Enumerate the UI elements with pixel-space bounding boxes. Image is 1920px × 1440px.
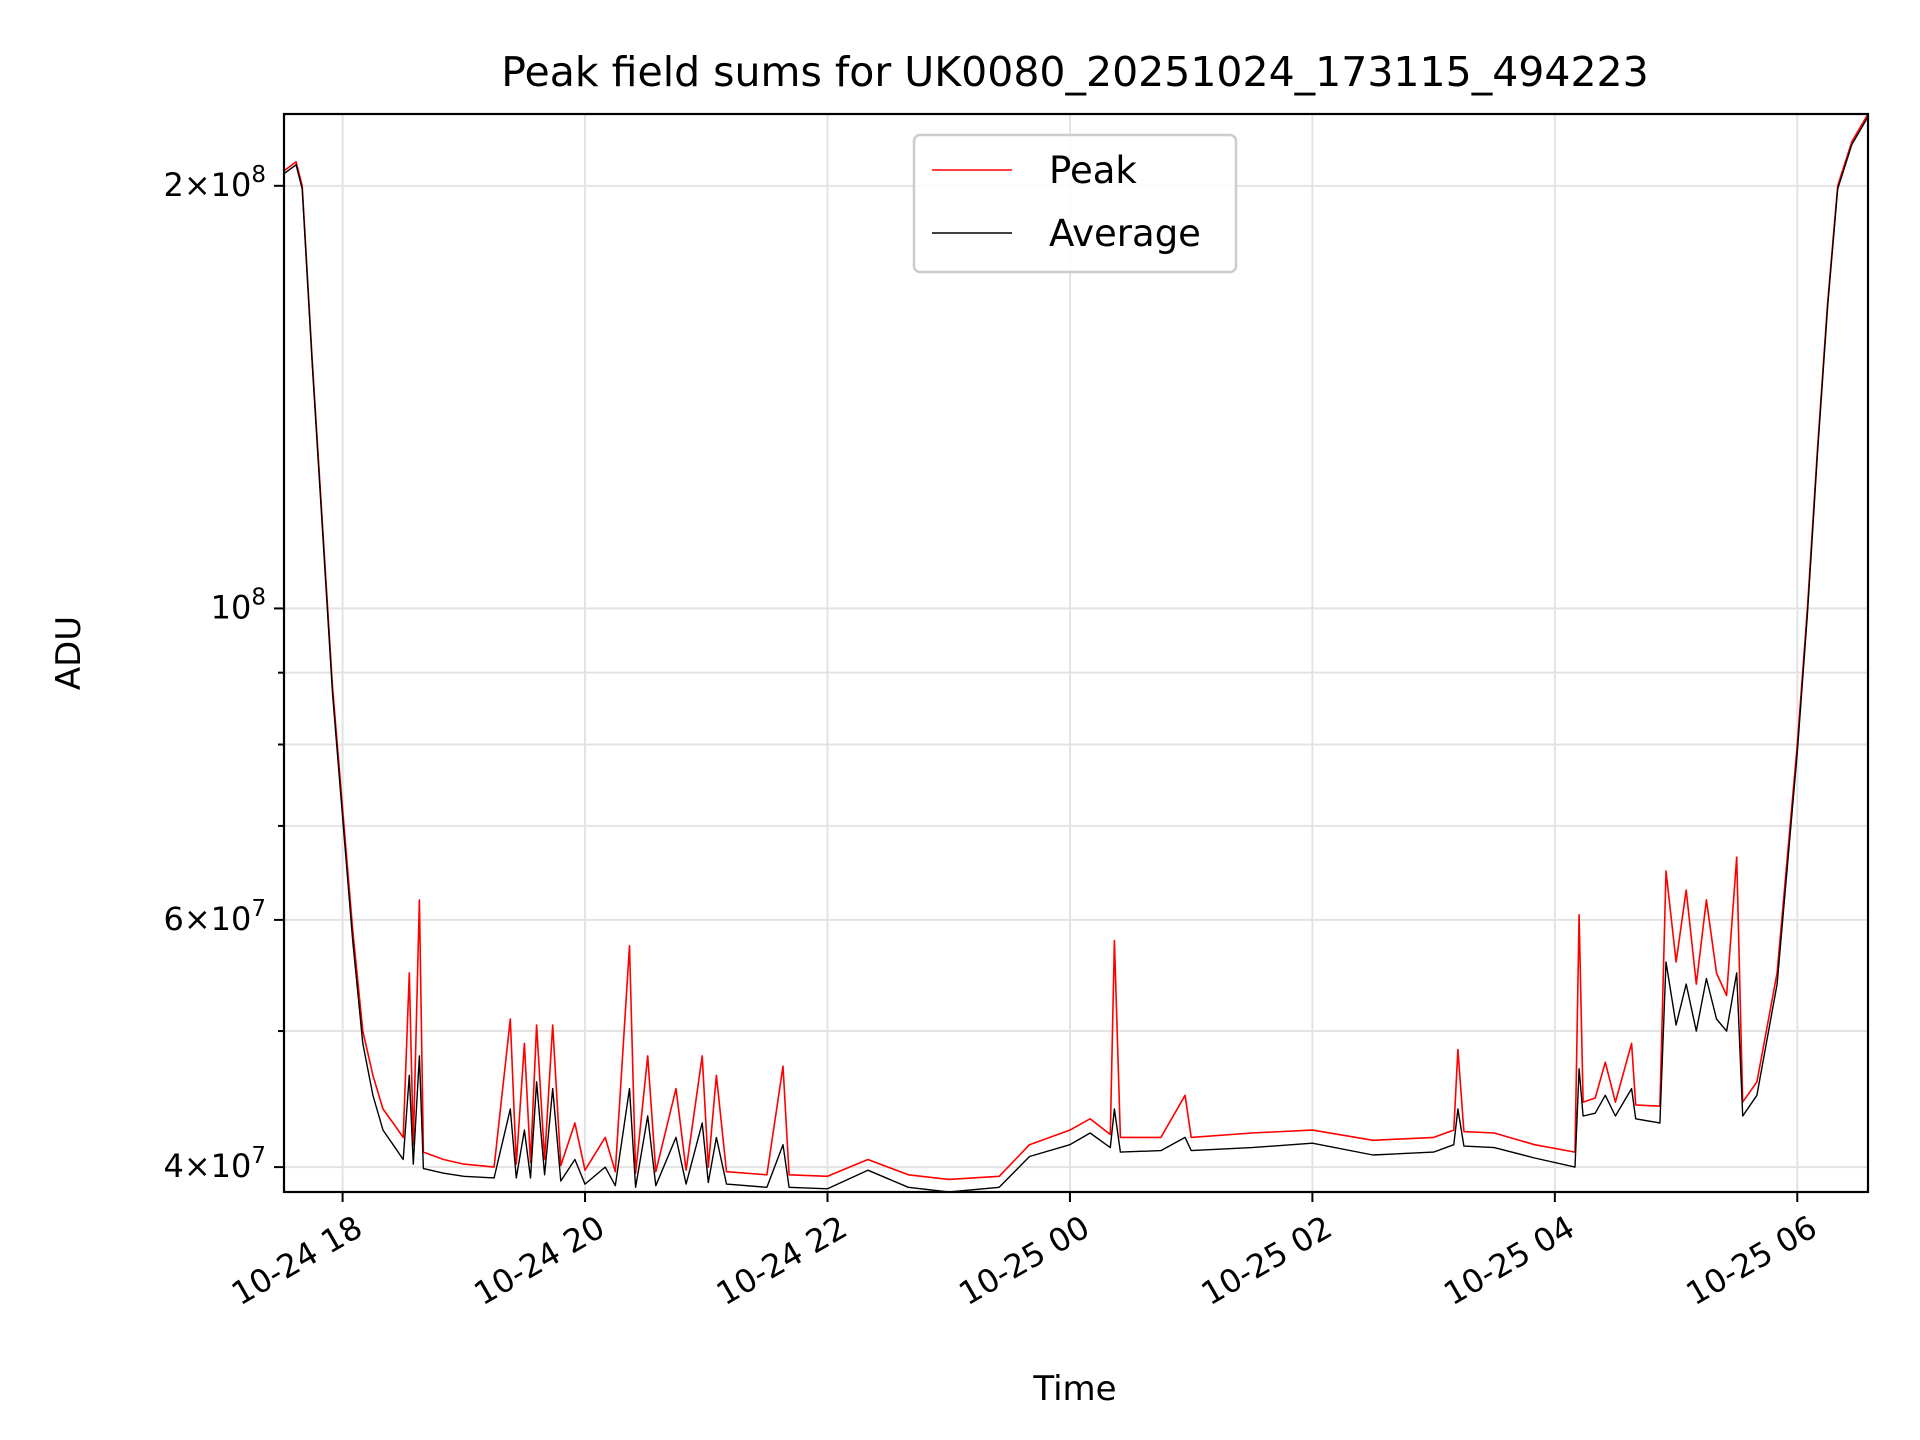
series-line-peak: [283, 113, 1869, 1181]
y-tick-label: 2×108: [163, 162, 266, 204]
y-axis-label: ADU: [49, 616, 89, 690]
plot-frame: [282, 112, 1870, 1194]
y-tick-label: 6×107: [163, 896, 266, 938]
x-axis-label: Time: [1032, 1369, 1116, 1409]
legend: Peak Average: [912, 133, 1238, 274]
y-tick-label: 4×107: [163, 1143, 266, 1185]
chart-title: Peak field sums for UK0080_20251024_1731…: [501, 48, 1648, 96]
series-line-average: [283, 116, 1869, 1193]
legend-label-average: Average: [1049, 212, 1201, 255]
plot-series: [283, 113, 1869, 1193]
y-tick-label: 108: [211, 584, 266, 626]
legend-label-peak: Peak: [1049, 149, 1137, 192]
